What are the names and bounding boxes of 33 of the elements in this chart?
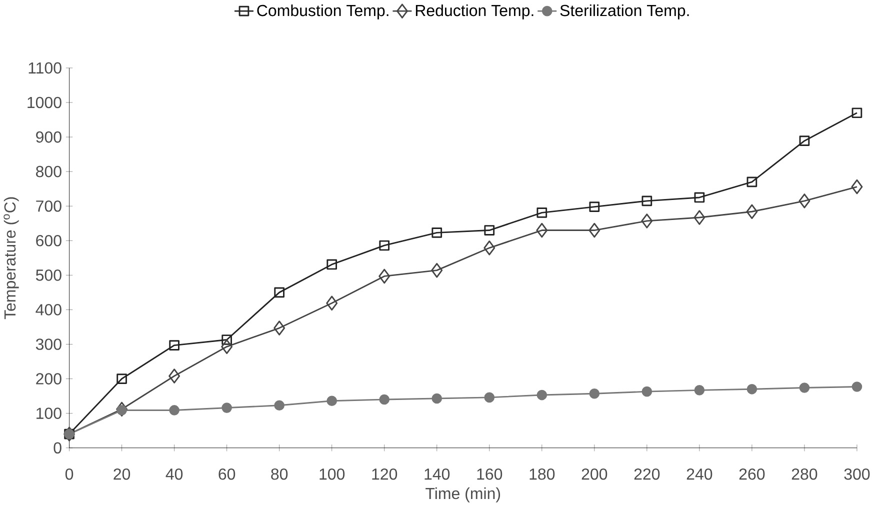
x-tick-label: 40 (166, 468, 183, 480)
y-tick-label: 100 (36, 408, 62, 419)
y-tick-label: 700 (36, 200, 62, 212)
x-tick-label: 220 (634, 468, 660, 480)
y-axis-title: Temperature ($^{o}$C) (4, 197, 19, 320)
x-axis-title: Time (min) (426, 487, 500, 502)
y-tick-label: 500 (36, 270, 62, 281)
x-tick-label: 120 (372, 468, 398, 480)
y-tick-label: 0 (54, 442, 62, 454)
legend-label: Sterilization Temp. (560, 4, 689, 20)
y-tick-label: 900 (36, 131, 62, 143)
y-tick-label: 200 (36, 373, 62, 384)
x-tick-label: 280 (792, 468, 818, 480)
x-tick-label: 0 (65, 468, 74, 480)
y-tick-label: 800 (36, 166, 62, 178)
y-tick-label: 1000 (28, 96, 62, 108)
x-tick-label: 140 (424, 468, 450, 480)
y-tick-label: 300 (36, 338, 62, 350)
legend-label: Reduction Temp. (416, 4, 534, 20)
x-tick-label: 240 (686, 468, 712, 480)
x-tick-label: 180 (530, 468, 555, 480)
legend-label: Combustion Temp. (257, 4, 388, 20)
y-tick-label: 400 (36, 304, 62, 316)
x-tick-label: 80 (271, 468, 288, 480)
y-tick-label: 600 (36, 234, 62, 246)
x-tick-label: 260 (739, 468, 765, 480)
x-tick-label: 20 (114, 468, 130, 480)
x-tick-label: 60 (218, 468, 236, 480)
y-tick-label: 1100 (28, 62, 62, 74)
x-tick-label: 100 (320, 468, 345, 480)
x-tick-label: 300 (844, 468, 870, 480)
x-tick-label: 200 (582, 468, 608, 480)
x-tick-label: 160 (477, 468, 502, 480)
